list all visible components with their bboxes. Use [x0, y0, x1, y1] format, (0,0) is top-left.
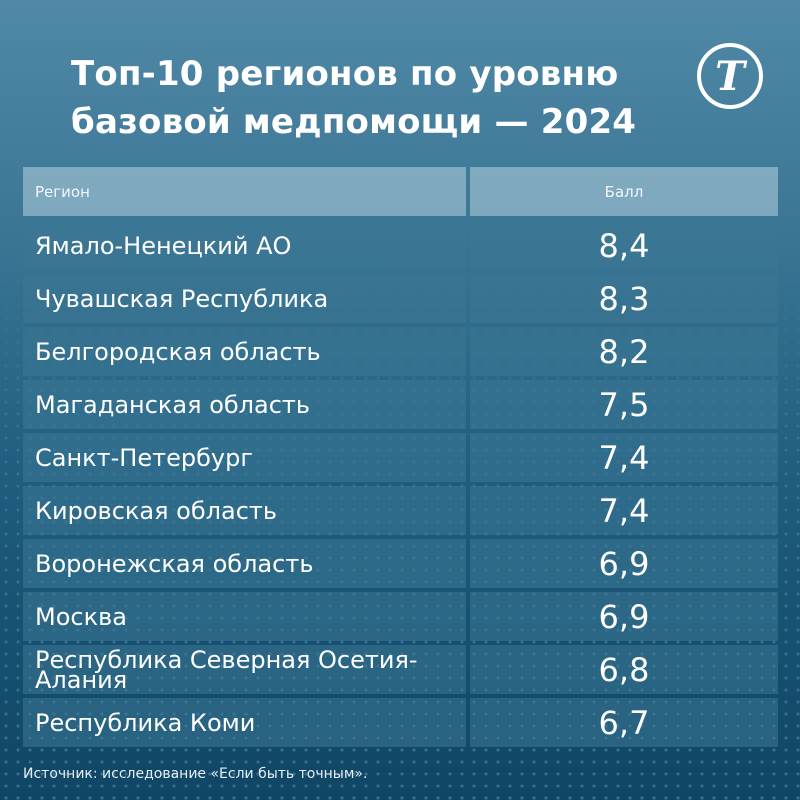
table-row: Москва 6,9: [23, 592, 778, 641]
score-cell: 7,4: [470, 486, 778, 535]
region-cell: Воронежская область: [23, 539, 466, 588]
publisher-logo-icon: Т: [697, 43, 763, 109]
region-cell: Ямало-Ненецкий АО: [23, 221, 466, 270]
ranking-table: Регион Балл Ямало-Ненецкий АО 8,4 Чувашс…: [23, 167, 778, 751]
table-header-row: Регион Балл: [23, 167, 778, 216]
table-row: Республика Коми 6,7: [23, 698, 778, 747]
score-cell: 6,9: [470, 539, 778, 588]
table-row: Воронежская область 6,9: [23, 539, 778, 588]
region-cell: Республика Коми: [23, 698, 466, 747]
column-header-score: Балл: [470, 167, 778, 216]
title-line-1: Топ-10 регионов по уровню: [71, 54, 619, 94]
region-cell: Республика Северная Осетия- Алания: [23, 645, 466, 694]
region-cell: Москва: [23, 592, 466, 641]
region-cell: Магаданская область: [23, 380, 466, 429]
score-cell: 7,4: [470, 433, 778, 482]
region-line-1: Республика Северная Осетия-: [35, 645, 418, 674]
page-title: Топ-10 регионов по уровню базовой медпом…: [71, 50, 671, 146]
score-cell: 7,5: [470, 380, 778, 429]
score-cell: 6,8: [470, 645, 778, 694]
region-cell: Санкт-Петербург: [23, 433, 466, 482]
title-line-2: базовой медпомощи — 2024: [71, 102, 637, 142]
region-cell: Чувашская Республика: [23, 274, 466, 323]
table-row: Республика Северная Осетия- Алания 6,8: [23, 645, 778, 694]
table-row: Санкт-Петербург 7,4: [23, 433, 778, 482]
table-row: Ямало-Ненецкий АО 8,4: [23, 221, 778, 270]
table-row: Магаданская область 7,5: [23, 380, 778, 429]
region-cell: Кировская область: [23, 486, 466, 535]
logo-glyph: Т: [715, 52, 745, 100]
table-row: Кировская область 7,4: [23, 486, 778, 535]
column-header-region: Регион: [23, 167, 466, 216]
score-cell: 8,4: [470, 221, 778, 270]
region-cell: Белгородская область: [23, 327, 466, 376]
table-row: Белгородская область 8,2: [23, 327, 778, 376]
score-cell: 6,9: [470, 592, 778, 641]
score-cell: 8,2: [470, 327, 778, 376]
score-cell: 8,3: [470, 274, 778, 323]
source-note: Источник: исследование «Если быть точным…: [23, 766, 368, 782]
region-line-2: Алания: [35, 665, 128, 694]
table-row: Чувашская Республика 8,3: [23, 274, 778, 323]
score-cell: 6,7: [470, 698, 778, 747]
